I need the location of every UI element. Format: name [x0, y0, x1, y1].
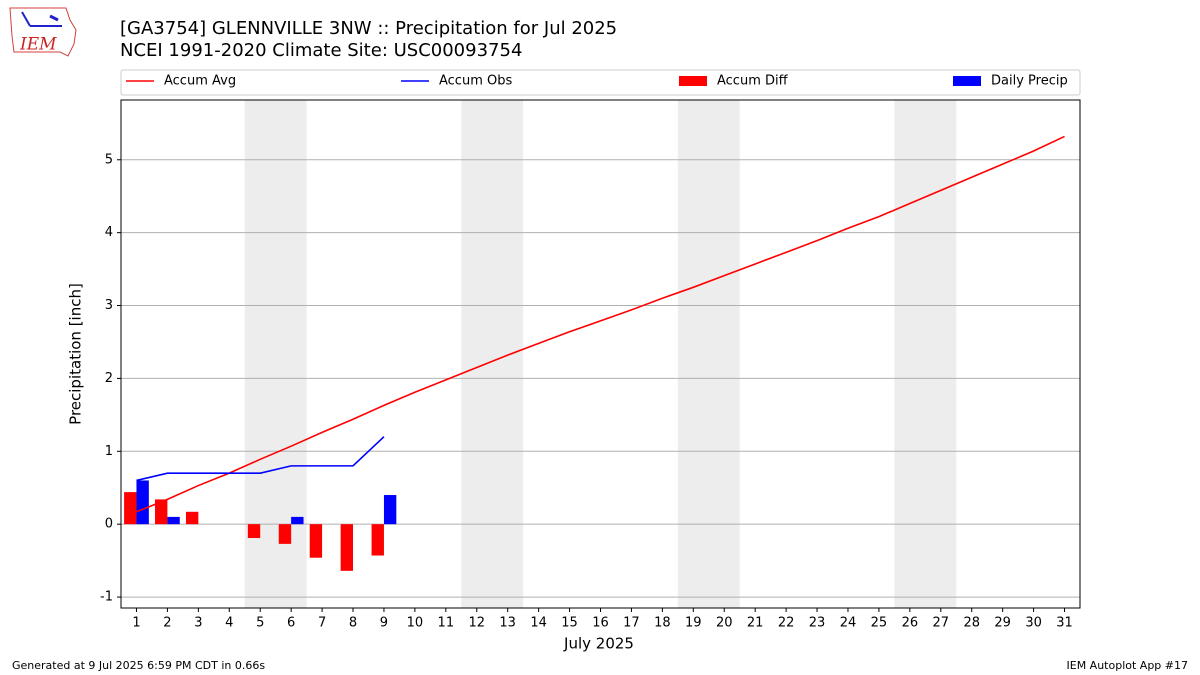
logo-text: IEM	[19, 35, 57, 55]
x-tick-label: 21	[747, 616, 764, 631]
x-tick-label: 12	[468, 616, 485, 631]
x-tick-label: 7	[318, 616, 326, 631]
bar	[185, 511, 199, 525]
x-tick-label: 3	[194, 616, 202, 631]
x-tick-label: 25	[871, 616, 888, 631]
bar	[124, 492, 137, 525]
chart-subtitle: NCEI 1991-2020 Climate Site: USC00093754	[120, 40, 522, 61]
bar	[278, 524, 292, 544]
footer-right: IEM Autoplot App #17	[1067, 659, 1189, 672]
legend-swatch	[679, 76, 707, 86]
footer-left: Generated at 9 Jul 2025 6:59 PM CDT in 0…	[12, 659, 265, 672]
x-tick-label: 8	[349, 616, 357, 631]
x-tick-label: 10	[407, 616, 424, 631]
y-tick-label: 4	[105, 225, 113, 240]
x-tick-label: 31	[1056, 616, 1073, 631]
legend-label: Accum Obs	[439, 74, 512, 89]
legend-label: Daily Precip	[991, 74, 1068, 89]
x-tick-label: 4	[225, 616, 233, 631]
x-tick-label: 6	[287, 616, 295, 631]
x-tick-label: 30	[1025, 616, 1042, 631]
x-axis-label: July 2025	[563, 635, 634, 653]
x-tick-label: 23	[809, 616, 826, 631]
x-tick-label: 29	[994, 616, 1011, 631]
bar	[155, 499, 168, 525]
line	[136, 135, 1065, 513]
weekend-shade	[677, 100, 740, 608]
logo: IEM	[9, 7, 77, 57]
bar	[247, 524, 261, 539]
x-tick-label: 5	[256, 616, 264, 631]
bar	[136, 480, 149, 525]
legend-label: Accum Avg	[164, 74, 236, 89]
bar	[309, 524, 323, 558]
bar	[383, 495, 397, 525]
bar	[340, 524, 354, 571]
x-tick-label: 28	[963, 616, 980, 631]
plot-frame	[120, 99, 1081, 609]
x-tick-label: 20	[716, 616, 733, 631]
weekend-shade	[894, 100, 957, 608]
bar	[167, 516, 180, 525]
x-tick-label: 14	[530, 616, 547, 631]
weekend-shade	[461, 100, 524, 608]
bar	[371, 524, 384, 556]
x-tick-label: 19	[685, 616, 702, 631]
x-tick-label: 11	[438, 616, 455, 631]
x-tick-label: 22	[778, 616, 795, 631]
y-tick-label: 3	[105, 298, 113, 313]
x-tick-label: 9	[380, 616, 388, 631]
legend-box	[120, 69, 1081, 96]
y-tick-label: 0	[105, 517, 113, 532]
x-tick-label: 2	[163, 616, 171, 631]
x-tick-label: 18	[654, 616, 671, 631]
y-axis-label: Precipitation [inch]	[67, 283, 85, 425]
x-tick-label: 24	[840, 616, 857, 631]
y-tick-label: 5	[105, 152, 113, 167]
x-tick-label: 1	[132, 616, 140, 631]
x-tick-label: 13	[499, 616, 516, 631]
x-tick-label: 26	[902, 616, 919, 631]
legend-label: Accum Diff	[717, 74, 789, 89]
line	[136, 436, 385, 482]
x-tick-label: 16	[592, 616, 609, 631]
y-tick-label: 1	[105, 444, 113, 459]
y-tick-label: -1	[100, 590, 113, 605]
x-tick-label: 15	[561, 616, 578, 631]
y-tick-label: 2	[105, 371, 113, 386]
chart-title: [GA3754] GLENNVILLE 3NW :: Precipitation…	[120, 18, 617, 39]
legend-swatch	[953, 76, 981, 86]
bar	[291, 516, 304, 525]
x-tick-label: 27	[933, 616, 950, 631]
x-tick-label: 17	[623, 616, 640, 631]
